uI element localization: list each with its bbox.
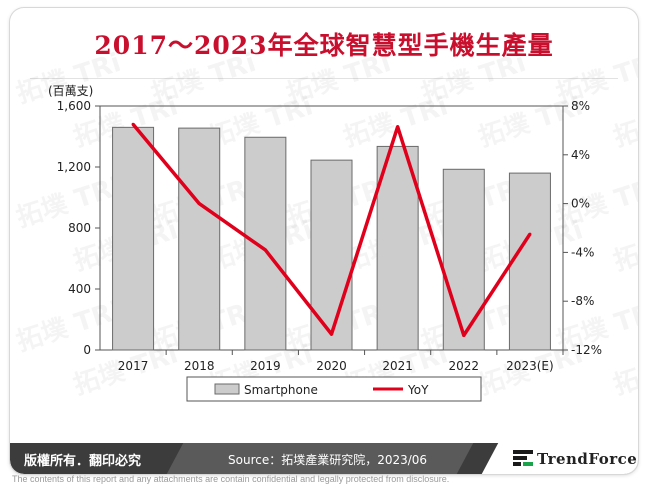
plot-group: 0 400 800 1,200 1,600 -12% -8% -4% 0% 4% 8% 2017 201… xyxy=(57,99,602,373)
bar-smartphone xyxy=(244,136,287,351)
y-axis-unit-label: (百萬支) xyxy=(48,84,93,98)
y-left-tick-label: 800 xyxy=(68,221,91,235)
y-right-tick-label: 4% xyxy=(571,148,590,162)
y-left-tick-label: 1,600 xyxy=(57,99,91,113)
legend: Smartphone YoY xyxy=(186,376,482,402)
footer-bar: 版權所有．翻印必究 Source：拓墣產業研究院，2023/06 TrendFo… xyxy=(10,443,638,474)
bar-smartphone xyxy=(310,159,353,351)
title-divider xyxy=(30,78,618,79)
bar-smartphone xyxy=(178,127,221,351)
bar-smartphone xyxy=(442,168,485,351)
source-note: Source：拓墣產業研究院，2023/06 xyxy=(228,453,428,467)
x-tick-label: 2017 xyxy=(118,359,149,373)
watermark-text: 拓墣 TRi xyxy=(340,91,452,153)
watermark-text: 拓墣 TRi xyxy=(610,91,638,153)
y-right-tick-label: 8% xyxy=(571,99,590,113)
watermark-text: 拓墣 TRi xyxy=(610,339,638,401)
point-yoy xyxy=(263,248,267,252)
bar-smartphone xyxy=(508,172,551,351)
trendforce-logo: TrendForce xyxy=(513,450,637,468)
watermark-text: 拓墣 TRi xyxy=(13,296,125,358)
x-tick-label: 2023(E) xyxy=(506,359,553,373)
point-yoy xyxy=(197,202,201,206)
trendforce-logo-icon xyxy=(513,450,533,466)
point-yoy xyxy=(330,332,333,336)
trendforce-logo-text: TrendForce xyxy=(537,450,638,468)
x-tick-label: 2020 xyxy=(316,359,347,373)
slide-frame: 2017～2023年全球智慧型手機生產量 拓墣 TRi 拓墣 TRi 拓墣 TRi 拓… xyxy=(10,8,638,474)
point-yoy xyxy=(462,333,466,337)
disclaimer-text: The contents of this report and any atta… xyxy=(12,474,450,484)
x-tick-label: 2022 xyxy=(449,359,480,373)
point-yoy xyxy=(131,122,135,126)
y-right-tick-label: -8% xyxy=(571,294,594,308)
point-yoy xyxy=(528,232,532,236)
legend-label-yoy: YoY xyxy=(407,383,429,397)
watermark-text: 拓墣 TRi xyxy=(610,215,638,277)
y-left-tick-label: 400 xyxy=(68,282,91,296)
y-left-tick-label: 1,200 xyxy=(57,160,91,174)
bar-smartphone xyxy=(376,145,419,351)
bar-smartphone xyxy=(112,126,155,351)
copyright-notice: 版權所有．翻印必究 xyxy=(24,454,142,469)
legend-swatch-smartphone xyxy=(214,383,240,395)
x-tick-label: 2019 xyxy=(250,359,281,373)
watermark-text: 拓墣 TRi xyxy=(475,91,587,153)
chart-title: 2017～2023年全球智慧型手機生產量 xyxy=(94,31,554,60)
legend-label-smartphone: Smartphone xyxy=(244,383,318,397)
y-left-tick-label: 0 xyxy=(83,343,91,357)
y-right-tick-label: 0% xyxy=(571,197,590,211)
x-tick-label: 2018 xyxy=(184,359,215,373)
y-right-tick-label: -4% xyxy=(571,245,594,259)
y-right-tick-label: -12% xyxy=(571,343,602,357)
point-yoy xyxy=(396,125,400,129)
x-tick-label: 2021 xyxy=(382,359,413,373)
